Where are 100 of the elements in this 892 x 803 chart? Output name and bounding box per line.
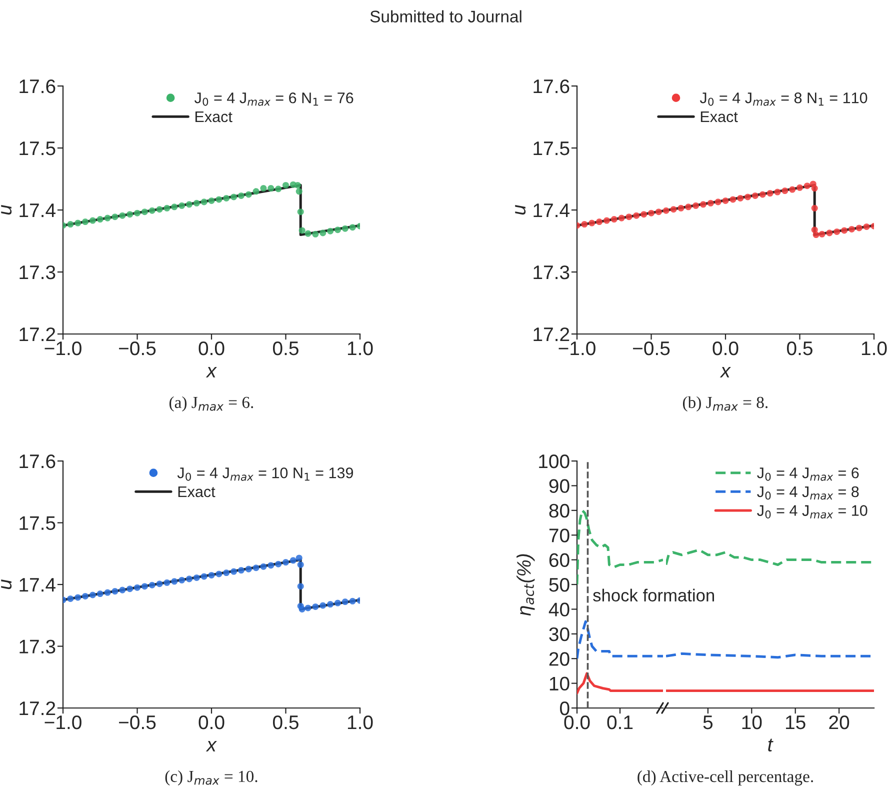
point xyxy=(268,562,274,569)
point xyxy=(112,214,118,220)
point xyxy=(818,230,826,238)
point xyxy=(156,580,163,588)
point xyxy=(678,204,684,212)
point xyxy=(296,554,302,562)
point xyxy=(208,197,215,204)
x-tick-label: −1.0 xyxy=(44,341,82,356)
point xyxy=(171,204,178,210)
point xyxy=(320,602,326,609)
point xyxy=(216,196,222,203)
y-axis-title: u xyxy=(515,204,526,215)
point xyxy=(782,188,788,194)
point xyxy=(193,200,200,206)
point xyxy=(89,592,96,598)
y-tick-label: 17.3 xyxy=(20,640,56,654)
point xyxy=(260,185,267,192)
point xyxy=(178,202,186,209)
point xyxy=(744,194,752,200)
point xyxy=(655,208,662,216)
x-tick-label: 10 xyxy=(742,715,762,730)
point xyxy=(685,204,692,210)
point xyxy=(707,200,714,206)
point xyxy=(252,188,260,195)
y-axis-title: η$_{act}$(%) xyxy=(516,554,535,616)
point xyxy=(581,221,588,228)
point xyxy=(304,604,312,612)
point xyxy=(119,586,126,594)
point xyxy=(349,224,356,231)
y-tick-label: 80 xyxy=(549,504,570,518)
x-tick-label: −0.5 xyxy=(119,341,156,356)
y-tick-label: 17.2 xyxy=(534,327,570,342)
point xyxy=(752,192,758,199)
legend-label: J$_{0}$ = 4 J$_{max}$ = 8 xyxy=(757,486,859,500)
point xyxy=(722,197,729,204)
y-tick-label: 17.4 xyxy=(534,204,570,218)
point xyxy=(296,188,302,195)
y-tick-label: 17.3 xyxy=(20,265,56,280)
y-tick-label: 17.5 xyxy=(534,142,570,156)
point xyxy=(238,567,244,574)
y-tick-label: 17.6 xyxy=(534,79,570,94)
point xyxy=(82,218,89,226)
point xyxy=(230,568,238,575)
x-axis-title: x xyxy=(206,367,217,378)
point xyxy=(290,557,296,564)
x-axis-title: t xyxy=(768,738,774,752)
point xyxy=(178,576,186,584)
point xyxy=(141,583,148,590)
point xyxy=(759,191,766,198)
point xyxy=(670,206,677,213)
point xyxy=(626,214,632,220)
point xyxy=(588,220,596,226)
point xyxy=(67,221,74,228)
point xyxy=(304,230,312,237)
point xyxy=(856,224,862,232)
point xyxy=(112,588,118,595)
x-tick-label: 20 xyxy=(829,715,850,730)
point xyxy=(640,211,648,218)
point xyxy=(260,563,267,570)
y-tick-label: 17.6 xyxy=(20,454,56,468)
x-tick-label: 0.0 xyxy=(198,341,224,356)
y-tick-label: 0 xyxy=(560,701,570,716)
point xyxy=(297,561,304,568)
point xyxy=(342,598,348,606)
point xyxy=(268,185,274,192)
y-tick-label: 30 xyxy=(549,627,570,642)
point xyxy=(796,184,804,191)
point xyxy=(119,212,126,219)
point xyxy=(193,574,200,581)
x-tick-label: 0.5 xyxy=(786,341,812,356)
point xyxy=(104,214,111,222)
point xyxy=(596,218,603,226)
text: (b) J$_{max}$ = 8. xyxy=(682,396,768,412)
point xyxy=(334,226,341,234)
point xyxy=(700,201,706,208)
y-tick-label: 40 xyxy=(548,602,570,616)
legend-label: J$_{0}$ = 4 J$_{max}$ = 6 xyxy=(757,467,859,481)
point xyxy=(230,194,238,200)
point xyxy=(834,228,840,235)
point xyxy=(186,201,192,208)
point xyxy=(692,202,700,209)
y-tick-label: 17.4 xyxy=(20,578,56,592)
point xyxy=(96,216,104,223)
point xyxy=(275,560,282,568)
x-tick-label: 5 xyxy=(703,716,713,730)
point xyxy=(662,207,670,214)
point xyxy=(841,227,848,234)
point xyxy=(208,572,215,578)
point xyxy=(282,559,290,566)
legend-label: Exact xyxy=(195,111,232,122)
point xyxy=(216,570,222,578)
y-tick-label: 17.2 xyxy=(20,327,56,342)
point xyxy=(320,230,326,236)
text: (c) J$_{max}$ = 10. xyxy=(165,770,258,786)
point xyxy=(148,207,156,214)
y-axis-title: u xyxy=(1,579,12,590)
line-series xyxy=(577,509,663,586)
y-tick-label: 17.5 xyxy=(20,516,56,530)
point xyxy=(252,564,260,572)
point xyxy=(648,210,655,216)
